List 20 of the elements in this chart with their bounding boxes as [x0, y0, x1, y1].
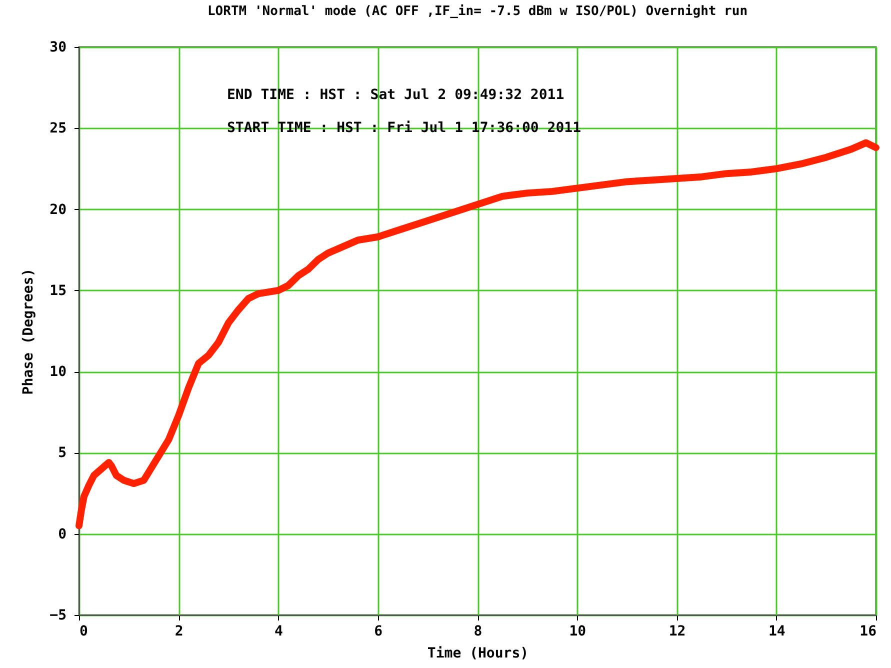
x-tick-label: 6: [374, 624, 383, 640]
x-tick-label: 14: [768, 624, 786, 640]
x-tick-label: 8: [474, 624, 482, 640]
y-tick-label: 5: [58, 445, 66, 462]
x-tick-label: 10: [569, 624, 586, 640]
x-tick-label: 2: [174, 624, 184, 640]
y-tick-label: 25: [50, 120, 66, 137]
y-tick-label: −5: [50, 608, 66, 624]
y-tick-label: 10: [50, 364, 66, 380]
y-tick-label: 20: [50, 202, 66, 218]
y-tick-label: 15: [50, 282, 66, 299]
chart-title: LORTM 'Normal' mode (AC OFF ,IF_in= -7.5 dBm w ISO/POL) Overnight run: [207, 4, 748, 19]
x-tick-label: 16: [860, 624, 876, 640]
x-tick-label: 0: [80, 624, 88, 640]
y-tick-label: 30: [50, 40, 66, 56]
y-tick-label: 0: [58, 526, 66, 542]
x-axis-title: Time (Hours): [427, 646, 529, 662]
x-tick-label: 12: [668, 624, 686, 640]
y-axis-title: Phase (Degrees): [20, 268, 37, 395]
x-tick-label: 4: [274, 624, 283, 640]
